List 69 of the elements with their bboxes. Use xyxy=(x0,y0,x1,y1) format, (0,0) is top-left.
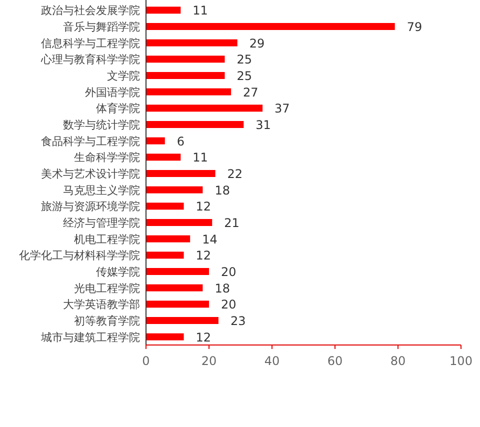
bar xyxy=(146,202,184,210)
bar xyxy=(146,317,218,324)
y-tick-label: 传媒学院 xyxy=(96,266,140,278)
y-tick-label: 光电工程学院 xyxy=(74,282,140,295)
data-label: 14 xyxy=(202,232,218,246)
x-tick-label: 100 xyxy=(450,354,472,368)
bar xyxy=(146,284,203,292)
data-label: 21 xyxy=(224,216,240,230)
data-label: 29 xyxy=(249,36,265,50)
y-tick-label: 心理与教育科学学院 xyxy=(40,53,140,66)
bar xyxy=(146,88,232,96)
data-label: 22 xyxy=(227,167,243,181)
bar xyxy=(146,6,181,14)
x-tick-label: 80 xyxy=(390,354,406,368)
data-label: 27 xyxy=(243,85,258,100)
y-tick-label: 马克思主义学院 xyxy=(63,184,140,197)
data-label: 12 xyxy=(196,330,212,344)
y-tick-label: 音乐与舞蹈学院 xyxy=(63,20,140,34)
x-tick-label: 20 xyxy=(201,354,217,368)
y-tick-label: 化学化工与材料科学学院 xyxy=(19,249,140,262)
y-tick-label: 体育学院 xyxy=(96,102,140,116)
bar xyxy=(146,219,212,226)
bar xyxy=(146,186,203,194)
x-tick-label: 60 xyxy=(327,354,343,368)
data-label: 20 xyxy=(221,265,236,279)
y-tick-label: 大学英语教学部 xyxy=(63,298,140,312)
data-label: 37 xyxy=(274,102,290,116)
data-label: 6 xyxy=(176,134,185,148)
data-label: 25 xyxy=(236,52,252,67)
bar xyxy=(146,252,184,259)
bar xyxy=(146,137,165,144)
y-tick-label: 食品科学与工程学院 xyxy=(41,134,140,148)
data-label: 18 xyxy=(214,281,230,296)
data-label: 25 xyxy=(236,69,252,83)
bar xyxy=(146,235,190,242)
bar xyxy=(146,170,216,177)
y-tick-label: 初等教育学院 xyxy=(74,314,140,328)
y-tick-label: 旅游与资源环境学院 xyxy=(41,200,140,214)
data-label: 11 xyxy=(192,4,208,18)
bar xyxy=(146,104,263,112)
data-label: 79 xyxy=(406,20,422,34)
data-label: 12 xyxy=(196,200,212,214)
data-label: 11 xyxy=(192,150,208,165)
data-label: 18 xyxy=(214,183,230,198)
bar xyxy=(146,56,225,63)
y-tick-label: 文学院 xyxy=(107,70,140,82)
bar xyxy=(146,72,225,79)
y-tick-label: 政治与社会发展学院 xyxy=(41,4,140,18)
bar xyxy=(146,121,244,128)
data-label: 12 xyxy=(196,248,212,263)
y-tick-label: 外国语学院 xyxy=(85,86,140,99)
y-tick-label: 信息科学与工程学院 xyxy=(41,36,140,50)
y-tick-label: 经济与管理学院 xyxy=(63,216,140,230)
data-label: 31 xyxy=(256,118,271,132)
bar xyxy=(146,268,209,275)
bar xyxy=(146,333,184,340)
y-tick-label: 生命科学学院 xyxy=(74,151,140,164)
y-tick-label: 数学与统计学院 xyxy=(63,118,140,132)
y-tick-label: 美术与艺术设计学院 xyxy=(41,168,140,180)
bar xyxy=(146,39,238,46)
data-label: 23 xyxy=(230,314,246,328)
x-tick-label: 40 xyxy=(264,354,280,368)
bar xyxy=(146,300,209,308)
data-label: 20 xyxy=(221,298,236,312)
x-tick-label: 0 xyxy=(142,354,150,368)
y-tick-label: 机电工程学院 xyxy=(74,232,140,246)
bar xyxy=(146,23,395,30)
y-tick-label: 城市与建筑工程学院 xyxy=(40,330,140,344)
bar xyxy=(146,154,181,161)
